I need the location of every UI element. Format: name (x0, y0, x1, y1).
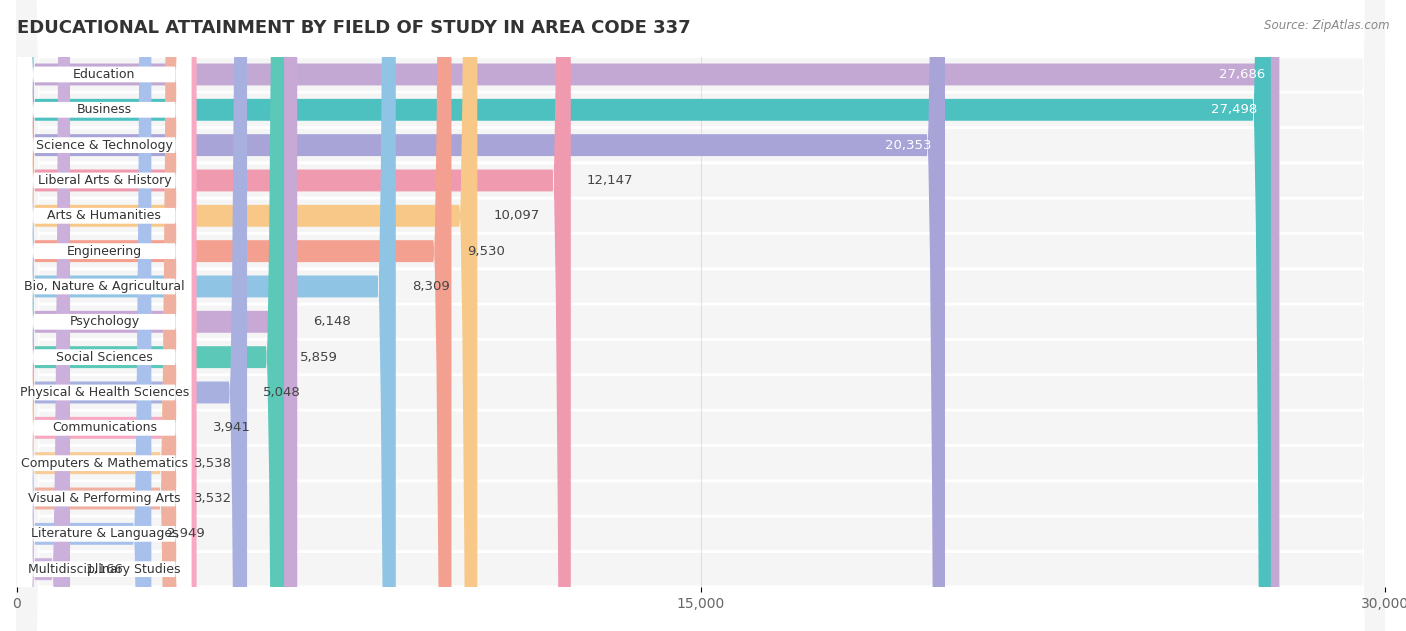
Text: Visual & Performing Arts: Visual & Performing Arts (28, 492, 181, 505)
FancyBboxPatch shape (17, 0, 1385, 631)
Text: Physical & Health Sciences: Physical & Health Sciences (20, 386, 188, 399)
FancyBboxPatch shape (18, 0, 191, 631)
FancyBboxPatch shape (17, 0, 179, 631)
FancyBboxPatch shape (17, 0, 197, 631)
FancyBboxPatch shape (17, 0, 297, 631)
FancyBboxPatch shape (17, 0, 477, 631)
Text: Engineering: Engineering (67, 245, 142, 257)
Text: Business: Business (77, 103, 132, 116)
Text: 5,048: 5,048 (263, 386, 301, 399)
FancyBboxPatch shape (17, 0, 1385, 631)
FancyBboxPatch shape (17, 0, 1385, 631)
Text: Social Sciences: Social Sciences (56, 351, 153, 363)
Text: Psychology: Psychology (69, 316, 139, 328)
Text: Arts & Humanities: Arts & Humanities (48, 209, 162, 222)
FancyBboxPatch shape (17, 0, 1385, 631)
Text: 3,941: 3,941 (212, 422, 250, 434)
Text: 1,166: 1,166 (86, 563, 124, 575)
Text: 2,949: 2,949 (167, 528, 205, 540)
FancyBboxPatch shape (17, 0, 451, 631)
FancyBboxPatch shape (18, 0, 191, 631)
FancyBboxPatch shape (17, 0, 1385, 631)
Text: 8,309: 8,309 (412, 280, 450, 293)
FancyBboxPatch shape (17, 0, 284, 631)
FancyBboxPatch shape (17, 0, 1385, 631)
FancyBboxPatch shape (18, 0, 191, 631)
FancyBboxPatch shape (18, 0, 191, 631)
Text: EDUCATIONAL ATTAINMENT BY FIELD OF STUDY IN AREA CODE 337: EDUCATIONAL ATTAINMENT BY FIELD OF STUDY… (17, 19, 690, 37)
FancyBboxPatch shape (17, 0, 1385, 631)
FancyBboxPatch shape (18, 0, 191, 631)
FancyBboxPatch shape (17, 0, 1385, 631)
Text: Source: ZipAtlas.com: Source: ZipAtlas.com (1264, 19, 1389, 32)
Text: 5,859: 5,859 (299, 351, 337, 363)
FancyBboxPatch shape (17, 0, 247, 631)
FancyBboxPatch shape (18, 0, 191, 631)
Text: 12,147: 12,147 (586, 174, 633, 187)
Text: 6,148: 6,148 (314, 316, 352, 328)
Text: Liberal Arts & History: Liberal Arts & History (38, 174, 172, 187)
FancyBboxPatch shape (17, 0, 1385, 631)
Text: Literature & Languages: Literature & Languages (31, 528, 179, 540)
FancyBboxPatch shape (18, 0, 191, 631)
Text: 10,097: 10,097 (494, 209, 540, 222)
FancyBboxPatch shape (17, 0, 1385, 631)
Text: Science & Technology: Science & Technology (37, 139, 173, 151)
FancyBboxPatch shape (17, 0, 1271, 631)
FancyBboxPatch shape (18, 0, 191, 631)
FancyBboxPatch shape (18, 0, 191, 631)
Text: 3,532: 3,532 (194, 492, 232, 505)
Text: 9,530: 9,530 (467, 245, 505, 257)
Text: 3,538: 3,538 (194, 457, 232, 469)
Text: 27,498: 27,498 (1211, 103, 1257, 116)
FancyBboxPatch shape (17, 0, 1385, 631)
FancyBboxPatch shape (18, 0, 191, 631)
FancyBboxPatch shape (18, 0, 191, 631)
FancyBboxPatch shape (17, 0, 1385, 631)
FancyBboxPatch shape (17, 0, 179, 631)
FancyBboxPatch shape (17, 0, 152, 631)
FancyBboxPatch shape (17, 0, 395, 631)
Text: Computers & Mathematics: Computers & Mathematics (21, 457, 188, 469)
FancyBboxPatch shape (18, 0, 191, 631)
FancyBboxPatch shape (18, 0, 191, 631)
FancyBboxPatch shape (18, 0, 191, 631)
FancyBboxPatch shape (17, 0, 1385, 631)
FancyBboxPatch shape (17, 0, 1385, 631)
FancyBboxPatch shape (17, 0, 1385, 631)
FancyBboxPatch shape (18, 0, 191, 631)
Text: Bio, Nature & Agricultural: Bio, Nature & Agricultural (24, 280, 184, 293)
Text: Education: Education (73, 68, 135, 81)
Text: Multidisciplinary Studies: Multidisciplinary Studies (28, 563, 181, 575)
FancyBboxPatch shape (17, 0, 70, 631)
Text: 20,353: 20,353 (884, 139, 931, 151)
FancyBboxPatch shape (17, 0, 945, 631)
FancyBboxPatch shape (17, 0, 571, 631)
FancyBboxPatch shape (17, 0, 1279, 631)
Text: 27,686: 27,686 (1219, 68, 1265, 81)
Text: Communications: Communications (52, 422, 157, 434)
